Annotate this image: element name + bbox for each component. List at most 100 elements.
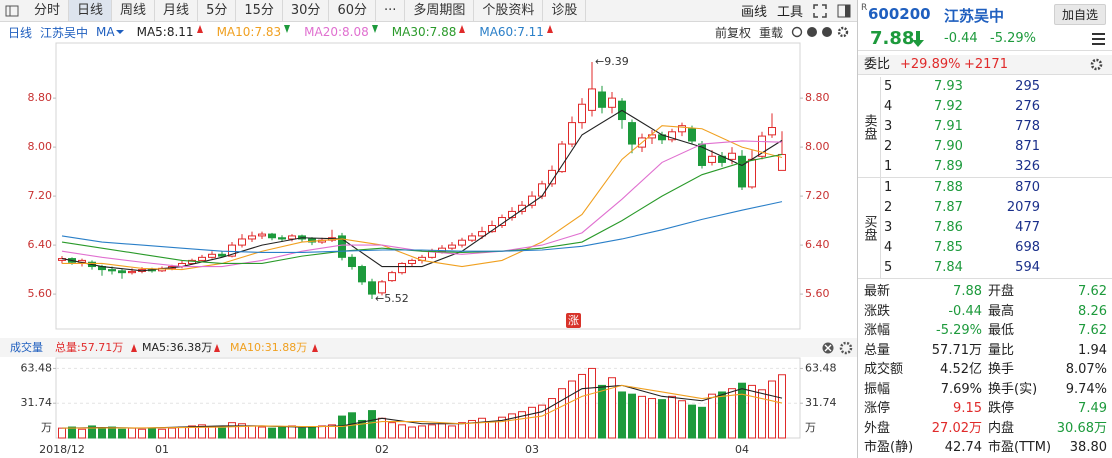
last-price: 7.88 [870,28,915,49]
level: 1 [884,159,893,174]
stat-key: 最低 [988,323,1015,338]
ma-label: MA60:7.11 [479,25,544,39]
candle-body [278,237,286,240]
level: 2 [884,139,893,154]
volume-bar [318,425,326,439]
tab[interactable]: 60分 [329,0,376,21]
menu-icon[interactable] [4,4,22,18]
volume-bar [598,384,606,439]
settings-icon[interactable] [1090,58,1103,71]
volume-bar [628,393,636,439]
tab[interactable]: 日线 [69,0,113,21]
y-tick-label-right: 6.40 [805,238,830,251]
candle-body [628,122,636,145]
price: 7.89 [934,159,963,174]
candle-body [228,244,236,257]
tab[interactable]: 诊股 [543,0,587,21]
list-icon[interactable] [1092,33,1105,45]
volume-bar [168,427,176,439]
stats: 最新 7.88 开盘 7.62 涨跌 -0.44 最高 8.26 涨幅 -5.29% 最低 7.62 总… [858,282,1112,458]
stats-row: 总量 57.71万 量比 1.94 [858,341,1112,361]
fullscreen-icon[interactable] [813,3,827,18]
r-mark: R [861,3,868,13]
tab[interactable]: 15分 [236,0,283,21]
y-tick-label-right: 31.74 [805,396,837,409]
volume-bar [98,427,106,439]
volume-bar [258,426,266,439]
volume-bar [128,427,136,439]
indicator[interactable]: MA [96,25,115,39]
ma-label: MA20:8.08 [304,25,369,39]
stat-value: 8.07% [1065,362,1107,377]
extreme-label: ←5.52 [375,292,409,305]
tool-tools[interactable]: 工具 [776,5,803,20]
reload[interactable]: 重载 [758,25,783,40]
indicator-dropdown[interactable] [115,28,125,36]
stat-value: 1.94 [1078,342,1107,358]
ma-label: MA30:7.88 [391,25,457,39]
extreme-label: ←9.39 [595,55,629,68]
chart-bg [0,0,857,458]
tool-draw[interactable]: 画线 [740,5,767,20]
candle-body [578,103,586,124]
stat-value: 27.02万 [931,420,982,436]
adjust[interactable]: 前复权 [714,25,751,40]
trend-arrow [312,344,318,352]
y-tick-label-right: 63.48 [805,361,837,374]
y-tick-label: 6.40 [28,238,53,251]
stat-value: 30.68万 [1056,420,1107,436]
candle-body [728,152,736,160]
y-tick-label: 7.20 [28,189,53,202]
tab[interactable]: 周线 [112,0,156,21]
panel-icon[interactable] [837,4,851,18]
candle-body [758,135,766,157]
tab[interactable]: 月线 [155,0,199,21]
tab[interactable]: 30分 [283,0,330,21]
stock-name[interactable]: 江苏吴中 [40,25,89,40]
stat-value: -0.44 [948,303,982,319]
candle-body [438,247,446,252]
volume-bar [148,427,156,439]
level: 1 [884,180,893,195]
stat-key: 最新 [864,284,891,299]
stat-value: -5.29% [936,323,982,338]
volume-bar [508,413,516,439]
header-icons[interactable] [791,26,851,38]
candle-body [518,204,526,212]
tab[interactable]: 分时 [26,0,70,21]
volume-bar [408,426,416,439]
volume-bar [388,422,396,439]
settings-icon[interactable] [839,341,853,355]
stat-key: 涨幅 [864,323,891,338]
y-tick-label: 63.48 [21,361,53,374]
tab[interactable]: 个股资料 [474,0,544,21]
volume-bar [418,425,426,439]
candle-body [458,239,466,246]
tab[interactable]: ··· [376,0,406,21]
volume-bar [648,398,656,439]
stat-value: 7.88 [953,284,982,299]
price: 7.87 [934,200,963,215]
period[interactable]: 日线 [8,25,33,40]
y-tick-label: 31.74 [21,396,53,409]
tab[interactable]: 多周期图 [405,0,475,21]
candle-body [748,158,756,188]
volume-bar [118,428,126,439]
stat-key: 换手 [988,362,1015,377]
volume-bar [108,426,116,439]
volume-bar [768,380,776,439]
volume-bar [438,423,446,439]
tab[interactable]: 5分 [198,0,237,21]
candle-body [768,127,776,136]
price: 7.84 [934,260,963,275]
volume-bar [458,422,466,439]
stat-key: 成交额 [864,362,904,377]
add-watchlist-button[interactable]: 加自选 [1054,4,1107,25]
y-tick-label: 8.80 [28,91,53,104]
trend-arrow [131,344,137,352]
book-row: 3 7.86 477 [880,218,1112,238]
trend-arrow [371,25,378,33]
ma-label: MA10:7.83 [216,25,282,39]
candle-body [738,155,746,188]
